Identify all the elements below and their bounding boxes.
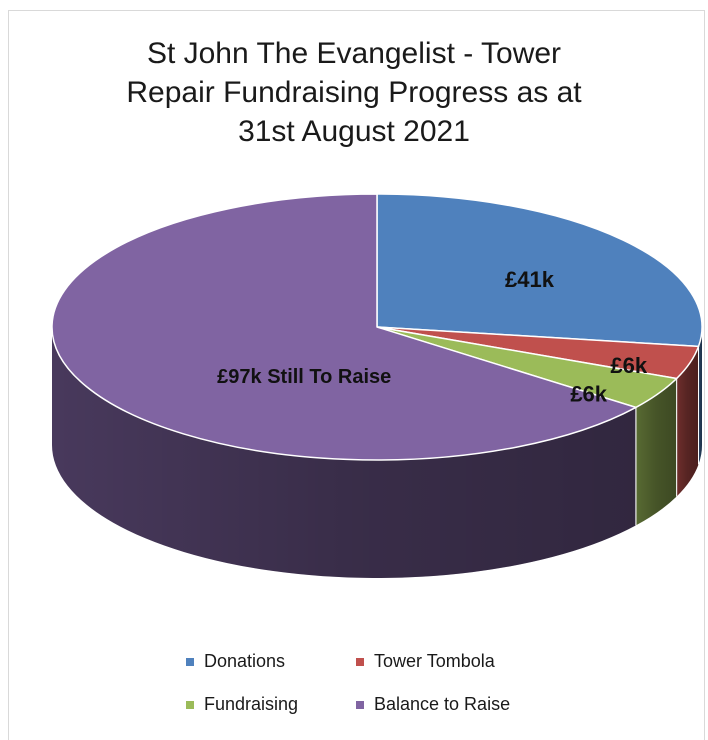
legend-label-tower-tombola: Tower Tombola — [374, 651, 495, 671]
legend-swatch-balance-to-raise — [356, 700, 364, 709]
legend-swatch-donations — [186, 657, 194, 666]
legend-label-donations: Donations — [204, 651, 286, 671]
data-label-donations: £41k — [505, 267, 555, 292]
legend-item-tower-tombola: Tower Tombola — [356, 651, 495, 672]
pie-side-shade-balance-to-raise — [52, 327, 636, 579]
legend-label-fundraising: Fundraising — [204, 694, 299, 714]
legend-item-balance-to-raise: Balance to Raise — [356, 694, 510, 715]
chart-title-line-2: Repair Fundraising Progress as at — [126, 76, 582, 109]
pie-slice-balance-to-raise — [51, 193, 637, 461]
legend-label-balance-to-raise: Balance to Raise — [374, 694, 511, 714]
legend-swatch-tower-tombola — [356, 657, 364, 666]
chart-title-line-3: 31st August 2021 — [238, 115, 470, 148]
legend-swatch-fundraising — [186, 700, 194, 709]
data-label-balance-to-raise: £97k Still To Raise — [217, 366, 391, 388]
pie-side-shade-tower-tombola — [676, 346, 699, 497]
chart-title-line-1: St John The Evangelist - Tower — [146, 37, 562, 70]
pie-side-shade-fundraising — [635, 378, 677, 526]
data-label-tower-tombola: £6k — [610, 353, 647, 378]
pie-slice-donations — [376, 193, 703, 348]
pie-side-shade-donations — [698, 327, 702, 465]
legend-item-fundraising: Fundraising — [186, 694, 298, 715]
legend-item-donations: Donations — [186, 651, 285, 672]
chart-title: St John The Evangelist - Tower Repair Fu… — [0, 34, 708, 151]
data-label-fundraising: £6k — [570, 381, 607, 406]
